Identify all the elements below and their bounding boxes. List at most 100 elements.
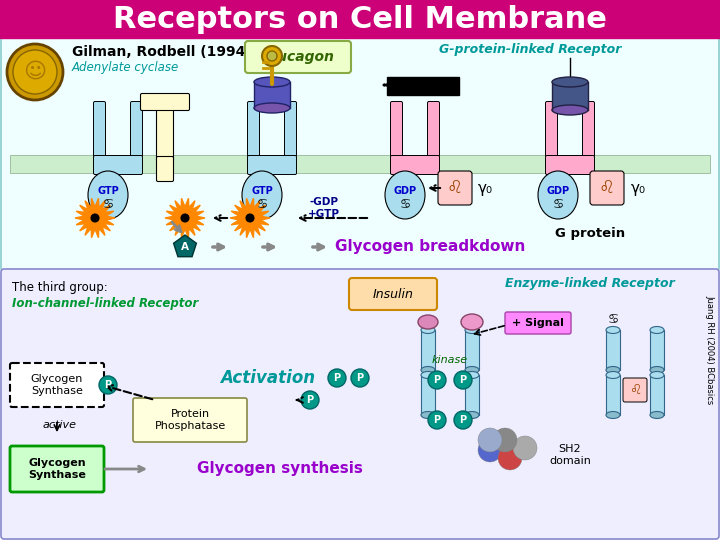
Polygon shape <box>230 198 270 238</box>
Text: GTP: GTP <box>251 186 273 196</box>
Text: GTP: GTP <box>97 186 119 196</box>
Ellipse shape <box>465 327 479 334</box>
Text: Gilman, Rodbell (1994): Gilman, Rodbell (1994) <box>72 45 252 59</box>
Polygon shape <box>165 198 205 238</box>
Text: kinase: kinase <box>432 355 468 365</box>
Text: ♌: ♌ <box>447 179 463 197</box>
Circle shape <box>478 428 502 452</box>
Text: A: A <box>181 242 189 252</box>
Ellipse shape <box>606 411 620 418</box>
FancyBboxPatch shape <box>133 398 247 442</box>
Ellipse shape <box>465 411 479 418</box>
Circle shape <box>13 50 57 94</box>
FancyBboxPatch shape <box>156 157 174 181</box>
Text: ♋: ♋ <box>608 314 618 327</box>
Polygon shape <box>75 198 115 238</box>
Ellipse shape <box>254 77 290 87</box>
Ellipse shape <box>421 372 435 379</box>
Ellipse shape <box>421 327 435 334</box>
Bar <box>254 82 290 108</box>
Text: GDP: GDP <box>393 186 417 196</box>
Bar <box>606 375 620 415</box>
Text: ♌: ♌ <box>629 383 642 397</box>
Circle shape <box>267 51 277 61</box>
Text: ♋: ♋ <box>102 199 114 212</box>
Text: P: P <box>356 373 364 383</box>
FancyBboxPatch shape <box>546 102 557 157</box>
FancyBboxPatch shape <box>1 37 719 271</box>
Circle shape <box>246 214 254 222</box>
Circle shape <box>454 371 472 389</box>
Text: P: P <box>104 380 112 390</box>
Circle shape <box>328 369 346 387</box>
Bar <box>650 375 664 415</box>
Ellipse shape <box>552 77 588 87</box>
Text: GDP: GDP <box>546 186 570 196</box>
FancyBboxPatch shape <box>546 156 595 174</box>
Text: P: P <box>307 395 314 405</box>
Text: Enzyme-linked Receptor: Enzyme-linked Receptor <box>505 278 675 291</box>
Text: γ₀: γ₀ <box>477 180 492 195</box>
Ellipse shape <box>552 105 588 115</box>
FancyBboxPatch shape <box>140 93 189 111</box>
Ellipse shape <box>461 314 483 330</box>
Circle shape <box>99 376 117 394</box>
Ellipse shape <box>650 372 664 379</box>
Ellipse shape <box>88 171 128 219</box>
Ellipse shape <box>650 367 664 374</box>
FancyBboxPatch shape <box>248 156 297 174</box>
FancyBboxPatch shape <box>505 312 571 334</box>
Text: Glycogen breadkdown: Glycogen breadkdown <box>335 240 525 254</box>
Text: Ion-channel-linked Receptor: Ion-channel-linked Receptor <box>12 296 198 309</box>
Text: SH2
domain: SH2 domain <box>549 444 591 466</box>
Text: ☺: ☺ <box>23 62 47 82</box>
Text: Activation: Activation <box>220 369 315 387</box>
Circle shape <box>181 214 189 222</box>
Text: Glucagon: Glucagon <box>261 50 334 64</box>
FancyBboxPatch shape <box>94 102 106 157</box>
FancyBboxPatch shape <box>130 102 143 157</box>
Ellipse shape <box>254 103 290 113</box>
Bar <box>552 82 588 110</box>
Ellipse shape <box>606 367 620 374</box>
Bar <box>606 330 620 370</box>
Text: G protein: G protein <box>555 226 625 240</box>
FancyBboxPatch shape <box>156 98 174 161</box>
FancyBboxPatch shape <box>10 446 104 492</box>
Text: Glycogen
Synthase: Glycogen Synthase <box>28 458 86 480</box>
Text: ♋: ♋ <box>400 199 410 212</box>
Text: The third group:: The third group: <box>12 281 108 294</box>
FancyBboxPatch shape <box>284 102 297 157</box>
Circle shape <box>493 428 517 452</box>
Bar <box>0 0 720 38</box>
Text: G-protein-linked Receptor: G-protein-linked Receptor <box>438 44 621 57</box>
Ellipse shape <box>606 372 620 379</box>
Ellipse shape <box>421 367 435 374</box>
FancyBboxPatch shape <box>94 156 143 174</box>
Ellipse shape <box>421 411 435 418</box>
FancyBboxPatch shape <box>623 378 647 402</box>
Text: P: P <box>459 415 467 425</box>
Circle shape <box>428 371 446 389</box>
FancyBboxPatch shape <box>245 41 351 73</box>
Text: Adenylate cyclase: Adenylate cyclase <box>72 62 179 75</box>
FancyBboxPatch shape <box>428 102 439 157</box>
Circle shape <box>498 446 522 470</box>
Ellipse shape <box>418 315 438 329</box>
Text: P: P <box>433 375 441 385</box>
Text: Receptors on Cell Membrane: Receptors on Cell Membrane <box>113 4 607 33</box>
Circle shape <box>301 391 319 409</box>
Text: active: active <box>43 420 77 430</box>
Text: Glycogen
Synthase: Glycogen Synthase <box>31 374 84 396</box>
Text: P: P <box>459 375 467 385</box>
Circle shape <box>513 436 537 460</box>
Bar <box>10 155 710 173</box>
Text: -GDP
+GTP: -GDP +GTP <box>308 197 340 219</box>
Circle shape <box>91 214 99 222</box>
Ellipse shape <box>385 171 425 219</box>
FancyBboxPatch shape <box>1 269 719 539</box>
FancyBboxPatch shape <box>248 102 259 157</box>
Bar <box>421 330 435 370</box>
Text: Juang RH (2004) BCbasics: Juang RH (2004) BCbasics <box>705 295 714 404</box>
Ellipse shape <box>465 367 479 374</box>
